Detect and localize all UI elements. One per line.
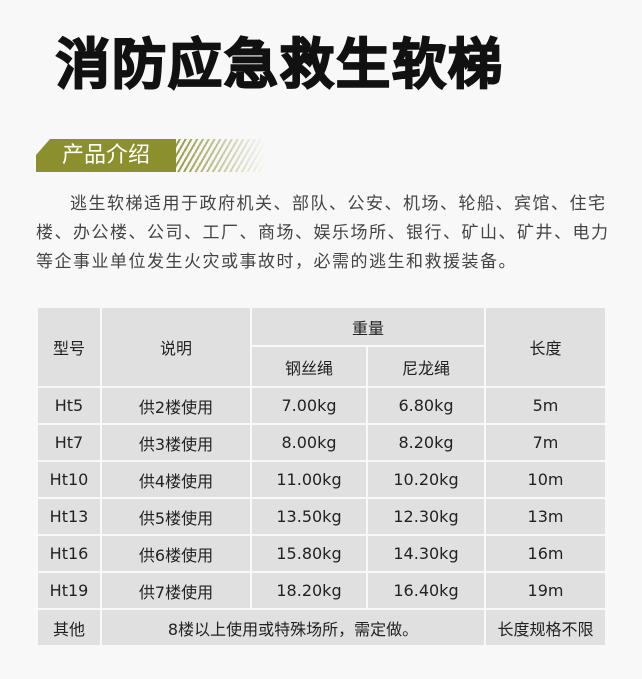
table-cell: 供3楼使用 bbox=[102, 425, 250, 460]
table-cell: Ht16 bbox=[38, 536, 100, 571]
table-cell: 7.00kg bbox=[252, 388, 366, 423]
table-cell: 13m bbox=[486, 499, 605, 534]
header-model: 型号 bbox=[38, 308, 100, 386]
table-cell: 16.40kg bbox=[368, 573, 484, 608]
table-cell: 6.80kg bbox=[368, 388, 484, 423]
table-cell: 供2楼使用 bbox=[102, 388, 250, 423]
table-cell: Ht10 bbox=[38, 462, 100, 497]
section-banner: 产品介绍 bbox=[36, 139, 266, 172]
table-cell: 19m bbox=[486, 573, 605, 608]
table-cell: 10m bbox=[486, 462, 605, 497]
header-nylon: 尼龙绳 bbox=[368, 347, 484, 386]
section-title: 产品介绍 bbox=[62, 143, 151, 168]
table-cell: 5m bbox=[486, 388, 605, 423]
table-cell: 11.00kg bbox=[252, 462, 366, 497]
header-steel: 钢丝绳 bbox=[252, 347, 366, 386]
table-cell: 14.30kg bbox=[368, 536, 484, 571]
table-cell: 18.20kg bbox=[252, 573, 366, 608]
table-cell: Ht13 bbox=[38, 499, 100, 534]
table-cell: 7m bbox=[486, 425, 605, 460]
table-cell: 供7楼使用 bbox=[102, 573, 250, 608]
other-desc: 8楼以上使用或特殊场所，需定做。 bbox=[102, 610, 484, 645]
table-row: Ht10 供4楼使用 11.00kg 10.20kg 10m bbox=[38, 462, 605, 497]
page-title: 消防应急救生软梯 bbox=[55, 32, 504, 97]
table-row: Ht13 供5楼使用 13.50kg 12.30kg 13m bbox=[38, 499, 605, 534]
banner-background bbox=[36, 139, 176, 172]
table-cell: 供5楼使用 bbox=[102, 499, 250, 534]
table-row: Ht5 供2楼使用 7.00kg 6.80kg 5m bbox=[38, 388, 605, 423]
table-cell: 12.30kg bbox=[368, 499, 484, 534]
intro-paragraph: 逃生软梯适用于政府机关、部队、公安、机场、轮船、宾馆、住宅楼、办公楼、公司、工厂… bbox=[36, 194, 610, 272]
spec-table: 型号 说明 重量 长度 钢丝绳 尼龙绳 Ht5 供2楼使用 7.00kg 6.80kg 5m Ht… bbox=[36, 306, 607, 647]
other-model: 其他 bbox=[38, 610, 100, 645]
other-length: 长度规格不限 bbox=[486, 610, 605, 645]
header-length: 长度 bbox=[486, 308, 605, 386]
table-cell: Ht7 bbox=[38, 425, 100, 460]
table-row: Ht16 供6楼使用 15.80kg 14.30kg 16m bbox=[38, 536, 605, 571]
header-weight: 重量 bbox=[252, 308, 484, 345]
table-cell: 8.00kg bbox=[252, 425, 366, 460]
table-cell: Ht5 bbox=[38, 388, 100, 423]
table-cell: 供4楼使用 bbox=[102, 462, 250, 497]
table-cell: 供6楼使用 bbox=[102, 536, 250, 571]
table-cell: Ht19 bbox=[38, 573, 100, 608]
table-row: Ht19 供7楼使用 18.20kg 16.40kg 19m bbox=[38, 573, 605, 608]
table-cell: 13.50kg bbox=[252, 499, 366, 534]
header-desc: 说明 bbox=[102, 308, 250, 386]
table-cell: 15.80kg bbox=[252, 536, 366, 571]
table-row: Ht7 供3楼使用 8.00kg 8.20kg 7m bbox=[38, 425, 605, 460]
banner-stripes bbox=[166, 139, 266, 172]
table-cell: 8.20kg bbox=[368, 425, 484, 460]
table-cell: 16m bbox=[486, 536, 605, 571]
table-cell: 10.20kg bbox=[368, 462, 484, 497]
